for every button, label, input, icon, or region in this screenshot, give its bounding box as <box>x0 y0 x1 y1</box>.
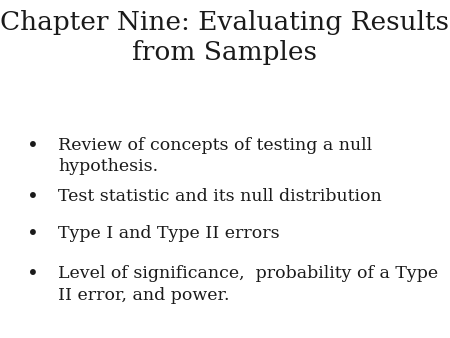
Text: •: • <box>27 137 39 156</box>
Text: Review of concepts of testing a null
hypothesis.: Review of concepts of testing a null hyp… <box>58 137 373 175</box>
Text: Level of significance,  probability of a Type
II error, and power.: Level of significance, probability of a … <box>58 265 439 304</box>
Text: Type I and Type II errors: Type I and Type II errors <box>58 225 280 242</box>
Text: •: • <box>27 225 39 244</box>
Text: •: • <box>27 188 39 207</box>
Text: Test statistic and its null distribution: Test statistic and its null distribution <box>58 188 382 204</box>
Text: Chapter Nine: Evaluating Results
from Samples: Chapter Nine: Evaluating Results from Sa… <box>0 10 450 65</box>
Text: •: • <box>27 265 39 284</box>
